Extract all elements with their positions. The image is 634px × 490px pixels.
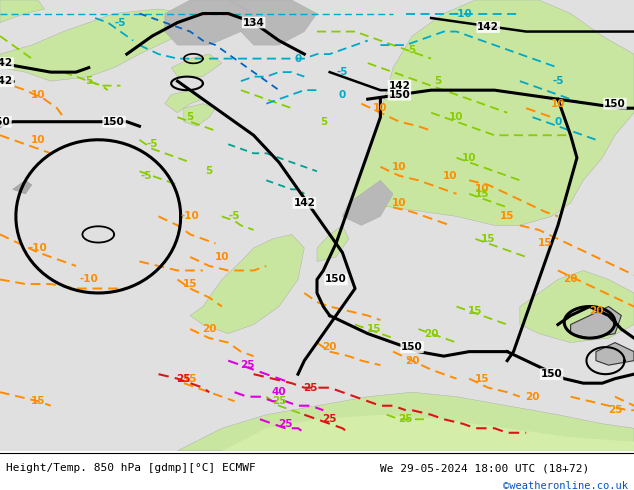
Text: -5: -5	[552, 76, 564, 86]
Text: 20: 20	[564, 274, 578, 285]
Polygon shape	[190, 234, 304, 334]
Polygon shape	[165, 90, 203, 113]
Polygon shape	[178, 392, 634, 451]
Polygon shape	[342, 180, 393, 225]
Text: 20: 20	[424, 329, 438, 339]
Text: 5: 5	[320, 117, 327, 127]
Text: 150: 150	[103, 117, 125, 127]
Text: 10: 10	[450, 112, 463, 122]
Text: 150: 150	[604, 98, 626, 109]
Text: 10: 10	[31, 135, 45, 145]
Text: 20: 20	[405, 356, 419, 366]
Text: Height/Temp. 850 hPa [gdmp][°C] ECMWF: Height/Temp. 850 hPa [gdmp][°C] ECMWF	[6, 464, 256, 473]
Text: 10: 10	[31, 90, 45, 99]
Polygon shape	[222, 415, 634, 451]
Text: 150: 150	[541, 369, 562, 379]
Text: 5: 5	[186, 112, 194, 122]
Text: 10: 10	[392, 198, 406, 208]
Text: 142: 142	[389, 81, 410, 91]
Text: 142: 142	[294, 198, 315, 208]
Text: 20: 20	[202, 324, 216, 334]
Polygon shape	[171, 54, 222, 76]
Text: 15: 15	[183, 279, 197, 289]
Text: 5: 5	[434, 76, 441, 86]
Text: -5: -5	[337, 67, 348, 77]
Text: 150: 150	[325, 274, 347, 285]
Text: -10: -10	[453, 8, 472, 19]
Text: 25: 25	[278, 419, 292, 429]
Text: 15: 15	[475, 374, 489, 384]
Text: 10: 10	[462, 153, 476, 163]
Text: 40: 40	[271, 387, 287, 397]
Polygon shape	[571, 307, 621, 338]
Text: -5: -5	[115, 18, 126, 27]
Text: 10: 10	[373, 103, 387, 113]
Text: ©weatheronline.co.uk: ©weatheronline.co.uk	[503, 481, 628, 490]
Polygon shape	[228, 0, 317, 45]
Text: 15: 15	[481, 234, 495, 244]
Text: -5: -5	[229, 211, 240, 221]
Text: We 29-05-2024 18:00 UTC (18+72): We 29-05-2024 18:00 UTC (18+72)	[380, 464, 590, 473]
Text: 0: 0	[339, 90, 346, 99]
Text: 15: 15	[31, 396, 45, 406]
Text: 25: 25	[304, 383, 318, 392]
Text: 10: 10	[443, 171, 457, 181]
Text: 25: 25	[608, 405, 622, 415]
Polygon shape	[0, 0, 44, 23]
Text: -142: -142	[0, 76, 13, 86]
Text: 5: 5	[85, 76, 93, 86]
Text: 25: 25	[272, 396, 286, 406]
Polygon shape	[349, 0, 634, 225]
Polygon shape	[184, 104, 216, 126]
Polygon shape	[596, 343, 634, 365]
Text: 5: 5	[408, 45, 416, 54]
Text: 150: 150	[389, 90, 410, 99]
Polygon shape	[520, 270, 634, 343]
Text: -10: -10	[79, 274, 98, 285]
Polygon shape	[0, 9, 203, 81]
Polygon shape	[317, 225, 349, 262]
Text: 10: 10	[392, 162, 406, 172]
Text: 10: 10	[475, 184, 489, 195]
Polygon shape	[13, 180, 32, 194]
Text: 10: 10	[551, 98, 565, 109]
Text: 15: 15	[500, 211, 514, 221]
Text: 25: 25	[323, 414, 337, 424]
Text: 15: 15	[183, 374, 197, 384]
Text: 20: 20	[526, 392, 540, 402]
Text: 20: 20	[323, 342, 337, 352]
Text: 15: 15	[469, 306, 482, 316]
Text: 15: 15	[475, 189, 489, 199]
Text: 0: 0	[554, 117, 562, 127]
Text: 10: 10	[215, 252, 229, 262]
Text: 150: 150	[401, 342, 423, 352]
Text: 15: 15	[367, 324, 381, 334]
Text: -142: -142	[0, 58, 13, 68]
Text: -5: -5	[146, 139, 158, 149]
Text: -10: -10	[29, 243, 48, 253]
Polygon shape	[165, 0, 254, 45]
Text: 142: 142	[477, 22, 499, 32]
Text: 150: 150	[0, 117, 11, 127]
Text: 25: 25	[177, 374, 191, 384]
Text: -10: -10	[181, 211, 200, 221]
Text: 134: 134	[243, 18, 264, 27]
Text: 20: 20	[589, 306, 603, 316]
Text: 15: 15	[538, 239, 552, 248]
Text: 5: 5	[205, 166, 213, 176]
Text: 25: 25	[399, 414, 413, 424]
Text: 25: 25	[240, 360, 254, 370]
Text: -5: -5	[140, 171, 152, 181]
Text: 0: 0	[294, 53, 302, 64]
